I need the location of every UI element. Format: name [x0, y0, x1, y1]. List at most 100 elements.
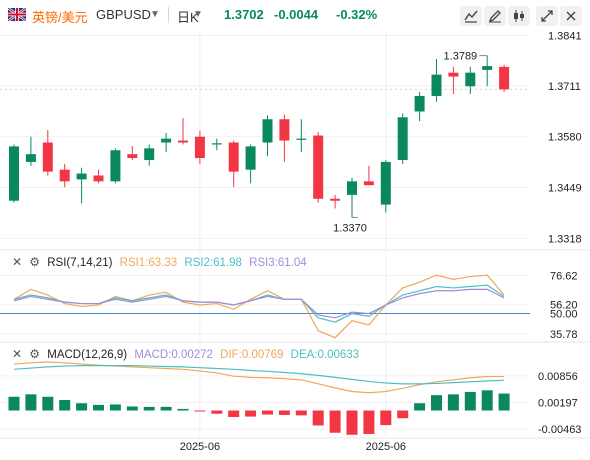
- time-axis: 2025-06 2025-06: [180, 441, 406, 453]
- interval-selector[interactable]: 日K: [177, 10, 199, 25]
- candle: [482, 55, 493, 87]
- rsi-tick-label: 35.78: [550, 329, 578, 341]
- candle-body: [93, 175, 104, 182]
- candle: [194, 130, 205, 164]
- candle-body: [194, 136, 205, 159]
- price-tick-label: 1.3449: [548, 183, 582, 195]
- rsi-legend-title: RSI(7,14,21): [47, 257, 113, 269]
- candle: [363, 165, 374, 186]
- indicator-button[interactable]: [460, 6, 482, 26]
- chart-type-button[interactable]: [508, 6, 530, 26]
- rsi3-legend: RSI3:61.04: [249, 257, 307, 269]
- candle-body: [397, 117, 408, 160]
- rsi1-legend: RSI1:63.33: [119, 257, 178, 269]
- rsi1-line: [13, 274, 505, 339]
- macd-histogram-bar: [312, 410, 324, 426]
- candle: [144, 144, 155, 166]
- draw-tool-button[interactable]: [484, 6, 506, 26]
- macd-histogram-bar: [126, 406, 138, 411]
- candle: [93, 169, 104, 184]
- rsi-legend: ✕ ⚙ RSI(7,14,21) RSI1:63.33 RSI2:61.98 R…: [12, 255, 311, 269]
- candle: [448, 66, 459, 95]
- candlestick-series: [9, 55, 510, 218]
- price-annotations: 1.3789 1.3370: [333, 51, 488, 234]
- macd-histogram-bar: [329, 410, 341, 433]
- macd-tick-label: 0.00856: [538, 371, 578, 383]
- uk-flag-icon: [8, 8, 26, 21]
- candle: [76, 167, 87, 204]
- candle: [279, 114, 290, 162]
- high-price-label: 1.3789: [444, 51, 478, 63]
- candle: [414, 92, 425, 122]
- rsi3-line: [13, 288, 505, 319]
- low-price-label: 1.3370: [333, 222, 367, 234]
- candle-body: [347, 181, 357, 195]
- candle: [465, 66, 476, 95]
- candle-body: [178, 140, 188, 143]
- macd-histogram-bar: [59, 400, 71, 411]
- candle-body: [448, 72, 459, 77]
- macd-histogram-bar: [109, 404, 121, 411]
- expand-icon: [541, 10, 553, 22]
- dif-line: [13, 361, 505, 394]
- fullscreen-button[interactable]: [536, 6, 558, 26]
- macd-histogram-bar: [143, 406, 155, 411]
- macd-histogram-bar: [177, 408, 189, 411]
- macd-histogram-bar: [262, 410, 273, 415]
- header-divider: [168, 7, 169, 23]
- macd-histogram-bar: [8, 396, 20, 411]
- macd-histogram-bar: [380, 410, 392, 426]
- candle-body: [499, 66, 510, 90]
- candle: [380, 159, 391, 213]
- macd-value-legend: MACD:0.00272: [134, 349, 213, 361]
- macd-pane: 0.00856 0.00197 -0.00463: [0, 361, 581, 436]
- candle-body: [110, 150, 121, 182]
- macd-histogram-bar: [76, 403, 88, 411]
- candle: [178, 118, 188, 145]
- candle: [25, 136, 36, 166]
- candle-body: [228, 142, 239, 172]
- candle: [397, 113, 408, 164]
- candle-body: [330, 198, 341, 201]
- pair-code[interactable]: GBPUSD: [96, 7, 151, 22]
- macd-histogram-bar: [228, 410, 240, 417]
- candle-body: [380, 161, 391, 205]
- price-axis: 1.3841 1.3711 1.3580 1.3449 1.3318: [548, 30, 582, 245]
- rsi2-legend: RSI2:61.98: [184, 257, 242, 269]
- macd-histogram-bar: [93, 404, 104, 411]
- macd-histogram-bar: [160, 406, 172, 411]
- macd-histogram-bar: [447, 394, 459, 411]
- collapse-icon[interactable]: ✕: [12, 255, 23, 269]
- macd-histogram-bar: [397, 410, 409, 419]
- macd-histogram-bar: [245, 410, 257, 417]
- settings-icon[interactable]: ⚙: [29, 347, 41, 361]
- price-tick-label: 1.3318: [548, 233, 582, 245]
- collapse-icon[interactable]: ✕: [12, 347, 23, 361]
- macd-histogram-bar: [346, 410, 358, 435]
- price-change: -0.0044: [274, 7, 319, 22]
- candle: [245, 144, 256, 184]
- macd-legend: ✕ ⚙ MACD(12,26,9) MACD:0.00272 DIF:0.007…: [12, 347, 363, 361]
- chevron-down-icon[interactable]: ▼: [150, 9, 160, 20]
- pair-name-cn[interactable]: 英镑/美元: [32, 10, 88, 25]
- candle-body: [262, 119, 273, 143]
- candle-body: [59, 169, 70, 182]
- close-button[interactable]: [560, 6, 582, 26]
- candle-body: [127, 154, 138, 159]
- close-icon: [566, 11, 576, 21]
- candle: [228, 140, 239, 188]
- rsi-tick-label: 50.00: [550, 309, 578, 321]
- candle: [296, 119, 307, 153]
- candle: [330, 194, 341, 209]
- candlestick-icon: [514, 10, 524, 22]
- candle-body: [42, 142, 53, 172]
- macd-histogram-bar: [414, 403, 426, 411]
- chart-header: 英镑/美元 GBPUSD ▼ 日K ▼ 1.3702 -0.0044 -0.32…: [0, 0, 590, 30]
- chevron-down-icon[interactable]: ▼: [193, 9, 203, 20]
- price-tick-label: 1.3580: [548, 132, 582, 144]
- time-tick-label: 2025-06: [180, 441, 220, 453]
- candle: [347, 177, 357, 218]
- settings-icon[interactable]: ⚙: [29, 255, 41, 269]
- macd-histogram-bar: [211, 410, 223, 414]
